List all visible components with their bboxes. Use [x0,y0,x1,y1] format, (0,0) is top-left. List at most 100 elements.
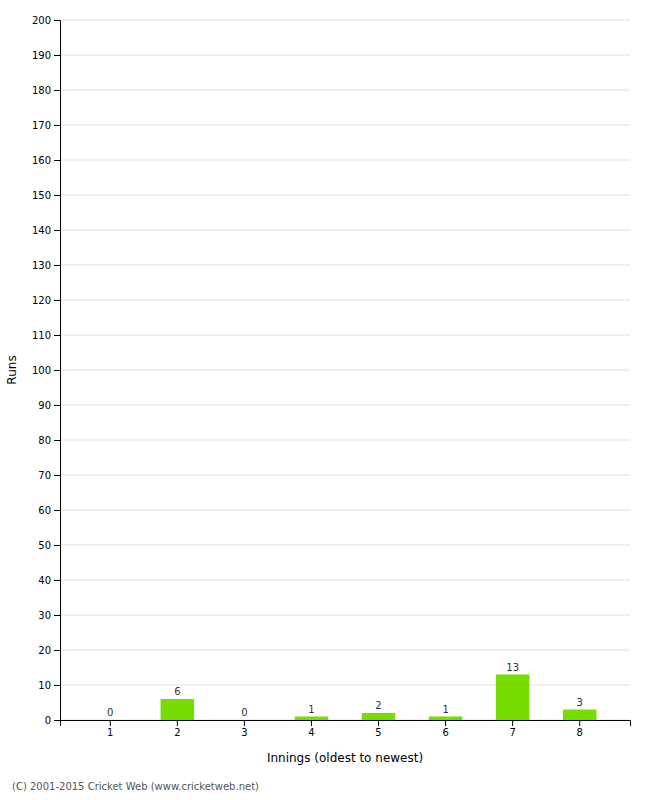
x-tick-mark [244,720,245,726]
y-tick-label: 190 [32,50,51,61]
y-tick-label: 50 [38,540,51,551]
y-tick-mark [54,440,60,441]
y-tick-label: 80 [38,435,51,446]
data-label: 0 [241,707,247,718]
x-tick-label: 7 [509,727,515,738]
y-tick-label: 0 [45,715,51,726]
y-tick-label: 40 [38,575,51,586]
y-tick-label: 60 [38,505,51,516]
x-tick-mark [579,720,580,726]
grid-line [60,230,630,231]
data-labels: 060121133 [107,662,583,719]
y-axis-line [54,21,61,721]
y-tick: 20 [38,645,60,656]
x-tick: 1 [107,720,113,738]
y-axis: 0102030405060708090100110120130140150160… [32,15,61,726]
y-tick-label: 10 [38,680,51,691]
y-tick: 170 [32,120,60,131]
x-axis-title: Innings (oldest to newest) [267,751,423,765]
y-tick: 80 [38,435,60,446]
x-tick: 3 [241,720,247,738]
y-tick: 200 [32,15,60,26]
y-tick-mark [54,650,60,651]
y-axis-title: Runs [5,355,19,384]
grid [60,20,630,720]
grid-line [60,265,630,266]
y-tick-label: 70 [38,470,51,481]
y-tick-mark [54,55,60,56]
x-axis-line [61,721,631,727]
y-tick-label: 180 [32,85,51,96]
grid-line [60,685,630,686]
bar [94,720,128,721]
grid-line [60,475,630,476]
y-tick-mark [54,195,60,196]
y-tick: 0 [45,715,60,726]
y-tick: 150 [32,190,60,201]
grid-line [60,440,630,441]
grid-line [60,160,630,161]
y-tick: 70 [38,470,60,481]
grid-line [60,545,630,546]
bar [228,720,262,721]
x-tick-label: 1 [107,727,113,738]
bar [362,713,396,720]
grid-line [60,510,630,511]
data-label: 2 [375,700,381,711]
x-tick-label: 2 [174,727,180,738]
x-tick: 4 [308,720,314,738]
y-tick: 60 [38,505,60,516]
y-tick: 30 [38,610,60,621]
grid-line [60,195,630,196]
y-tick: 190 [32,50,60,61]
data-label: 6 [174,686,180,697]
x-tick: 8 [577,720,583,738]
y-tick-label: 150 [32,190,51,201]
bar [429,717,463,721]
plot: 1234567801020304050607080901001101201301… [32,15,631,738]
y-tick: 10 [38,680,60,691]
y-tick: 180 [32,85,60,96]
y-tick-mark [54,335,60,336]
x-axis: 1 2 3 4 5 6 7 8 [61,720,631,738]
bar [161,699,195,720]
bars [161,675,597,721]
x-tick: 7 [509,720,515,738]
bar [295,717,329,721]
grid-line [60,370,630,371]
y-tick-label: 170 [32,120,51,131]
grid-line [60,650,630,651]
grid-line [60,405,630,406]
y-tick: 160 [32,155,60,166]
x-tick-label: 5 [375,727,381,738]
grid-line [60,90,630,91]
y-tick-mark [54,615,60,616]
y-tick: 100 [32,365,60,376]
x-tick-mark [311,720,312,726]
grid-line [60,580,630,581]
x-tick-mark [378,720,379,726]
grid-line [60,615,630,616]
y-tick-mark [54,20,60,21]
y-tick-mark [54,685,60,686]
y-tick-mark [54,545,60,546]
grid-line [60,125,630,126]
y-tick-mark [54,230,60,231]
y-tick-label: 130 [32,260,51,271]
data-label: 13 [506,662,519,673]
y-tick: 130 [32,260,60,271]
x-tick: 6 [442,720,448,738]
x-tick-mark [110,720,111,726]
bar [563,710,597,721]
x-tick-mark [512,720,513,726]
x-tick-label: 6 [442,727,448,738]
y-tick: 140 [32,225,60,236]
y-tick-mark [54,370,60,371]
y-tick: 120 [32,295,60,306]
y-tick-mark [54,90,60,91]
x-tick: 5 [375,720,381,738]
data-label: 0 [107,707,113,718]
y-tick-mark [54,300,60,301]
y-tick: 40 [38,575,60,586]
x-tick-mark [445,720,446,726]
